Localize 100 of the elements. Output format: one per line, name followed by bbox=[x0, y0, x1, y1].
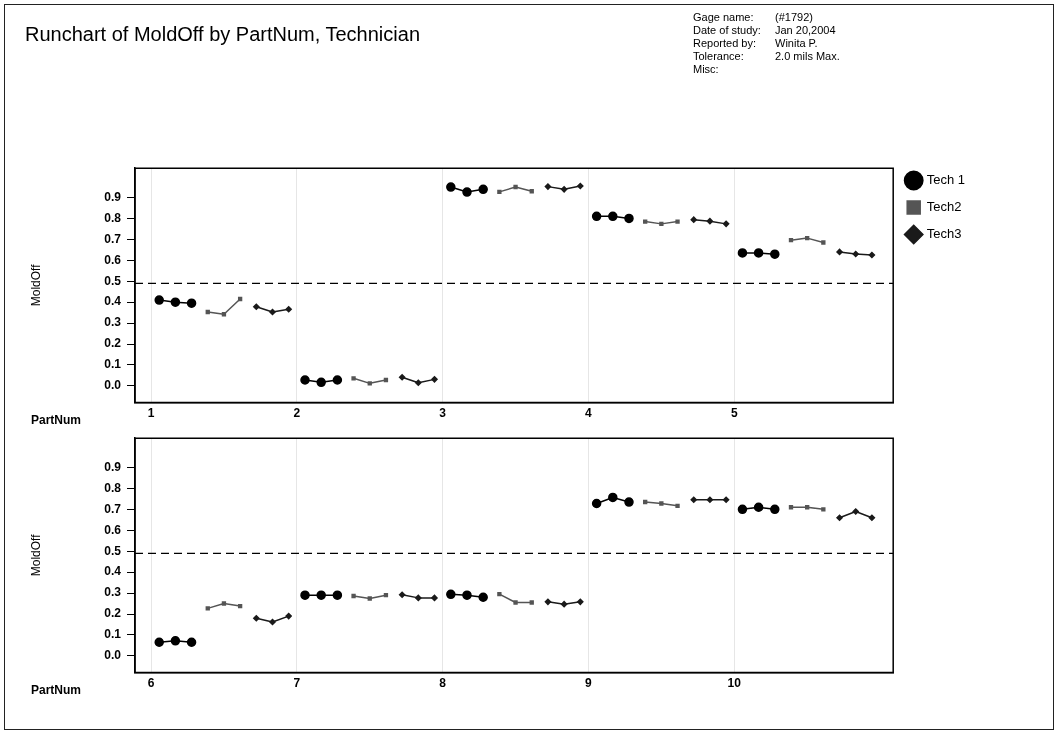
y-tick-label: 0.6 bbox=[104, 252, 122, 267]
point bbox=[529, 600, 534, 605]
point bbox=[415, 379, 422, 386]
point bbox=[868, 514, 876, 521]
point bbox=[253, 614, 260, 622]
point bbox=[285, 306, 292, 313]
y-tick-label: 0.2 bbox=[104, 336, 122, 351]
point bbox=[367, 596, 372, 601]
point bbox=[170, 636, 181, 646]
y-axis-title: MoldOff bbox=[28, 533, 43, 577]
y-tick-label: 0.7 bbox=[104, 231, 122, 246]
point bbox=[788, 238, 794, 243]
x-tick-label: 4 bbox=[585, 406, 593, 421]
point bbox=[462, 590, 472, 600]
point bbox=[544, 183, 552, 190]
point bbox=[205, 309, 210, 315]
text: Date of study: bbox=[693, 24, 762, 36]
point bbox=[205, 606, 210, 611]
legend-label: Tech 1 bbox=[926, 172, 966, 188]
point bbox=[770, 249, 780, 259]
point bbox=[186, 298, 197, 308]
point bbox=[737, 504, 748, 515]
x-tick-label: 2 bbox=[293, 406, 301, 421]
point bbox=[351, 376, 356, 381]
point bbox=[753, 248, 764, 258]
point bbox=[300, 375, 310, 385]
point bbox=[237, 603, 243, 609]
point bbox=[316, 590, 326, 600]
y-tick-label: 0.2 bbox=[104, 606, 122, 621]
y-tick-label: 0.0 bbox=[104, 648, 122, 663]
point bbox=[591, 211, 602, 222]
point bbox=[478, 592, 488, 603]
point bbox=[643, 219, 648, 224]
text: Gage name: bbox=[693, 11, 755, 23]
point bbox=[706, 496, 714, 503]
point bbox=[577, 182, 584, 190]
y-tick-label: 0.9 bbox=[104, 189, 122, 204]
point bbox=[706, 217, 714, 225]
point bbox=[154, 637, 164, 647]
point bbox=[690, 216, 697, 223]
point bbox=[316, 377, 326, 388]
point bbox=[221, 601, 227, 606]
point bbox=[624, 213, 634, 224]
point bbox=[770, 504, 780, 515]
point bbox=[852, 250, 859, 258]
point bbox=[659, 501, 664, 506]
point bbox=[446, 589, 456, 600]
point bbox=[737, 248, 748, 258]
point bbox=[852, 508, 859, 515]
legend-label: Tech2 bbox=[926, 199, 962, 215]
point bbox=[398, 374, 406, 381]
point bbox=[237, 296, 243, 302]
legend-label: Tech3 bbox=[926, 226, 962, 242]
x-tick-label: 10 bbox=[727, 676, 742, 691]
point bbox=[478, 184, 488, 195]
y-tick-label: 0.4 bbox=[104, 564, 122, 579]
point bbox=[608, 492, 618, 503]
point bbox=[544, 598, 552, 606]
point bbox=[497, 189, 502, 195]
y-tick-label: 0.8 bbox=[104, 480, 122, 495]
point bbox=[805, 505, 810, 510]
point bbox=[675, 219, 680, 224]
point bbox=[497, 591, 502, 597]
point bbox=[170, 297, 181, 307]
y-tick-label: 0.4 bbox=[104, 294, 122, 309]
point bbox=[269, 308, 276, 316]
point bbox=[560, 600, 568, 608]
point bbox=[154, 295, 164, 305]
y-axis-title: MoldOff bbox=[28, 263, 43, 307]
x-tick-label: 3 bbox=[439, 406, 447, 421]
point bbox=[722, 220, 730, 228]
point bbox=[367, 381, 372, 386]
x-tick-label: 8 bbox=[439, 676, 447, 691]
text: Tolerance: bbox=[693, 50, 745, 62]
y-tick-label: 0.5 bbox=[104, 543, 122, 558]
point bbox=[753, 502, 764, 513]
y-tick-label: 0.5 bbox=[104, 273, 122, 288]
point bbox=[821, 507, 826, 512]
y-tick-label: 0.3 bbox=[104, 315, 122, 330]
point bbox=[398, 591, 406, 598]
point bbox=[221, 312, 227, 317]
point bbox=[513, 600, 518, 605]
text: Reported by: bbox=[693, 37, 757, 49]
point bbox=[836, 248, 843, 256]
point bbox=[805, 235, 810, 241]
point bbox=[836, 514, 843, 521]
x-tick-label: 5 bbox=[730, 406, 738, 421]
point bbox=[608, 211, 618, 222]
point bbox=[300, 590, 310, 600]
point bbox=[643, 499, 648, 505]
point bbox=[383, 593, 389, 598]
y-tick-label: 0.8 bbox=[104, 210, 122, 225]
point bbox=[253, 303, 260, 310]
point bbox=[383, 377, 389, 383]
point bbox=[513, 184, 518, 190]
point bbox=[332, 375, 343, 385]
point bbox=[269, 618, 276, 626]
y-tick-label: 0.1 bbox=[104, 627, 122, 642]
point bbox=[659, 221, 664, 227]
y-tick-label: 0.1 bbox=[104, 357, 122, 372]
